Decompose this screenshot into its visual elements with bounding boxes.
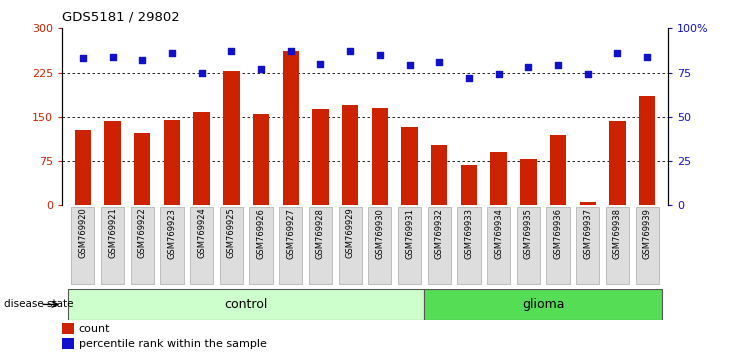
Bar [424,289,662,320]
Text: GSM769937: GSM769937 [583,208,592,259]
Bar [62,338,74,349]
Bar [520,159,537,205]
Point [107,54,118,59]
Text: disease state: disease state [4,299,73,309]
Text: GSM769929: GSM769929 [345,208,355,258]
Text: GSM769938: GSM769938 [613,208,622,259]
Text: GSM769933: GSM769933 [464,208,474,259]
FancyBboxPatch shape [131,207,154,284]
Point [523,64,534,70]
Bar [283,51,299,205]
Text: GSM769934: GSM769934 [494,208,503,258]
FancyBboxPatch shape [339,207,362,284]
Bar [68,289,424,320]
Text: GSM769925: GSM769925 [227,208,236,258]
Point [166,50,178,56]
Text: percentile rank within the sample: percentile rank within the sample [79,339,266,349]
Text: GDS5181 / 29802: GDS5181 / 29802 [62,11,180,24]
Point [552,63,564,68]
Point [196,70,207,75]
Bar [253,114,269,205]
FancyBboxPatch shape [398,207,421,284]
Bar [312,109,328,205]
Bar [193,112,210,205]
FancyBboxPatch shape [250,207,272,284]
Text: GSM769924: GSM769924 [197,208,206,258]
FancyBboxPatch shape [161,207,183,284]
FancyBboxPatch shape [101,207,124,284]
Bar [491,152,507,205]
Point [374,52,385,58]
Bar [342,105,358,205]
FancyBboxPatch shape [487,207,510,284]
FancyBboxPatch shape [309,207,332,284]
Point [315,61,326,67]
Text: GSM769930: GSM769930 [375,208,385,258]
Bar [639,96,656,205]
Bar [550,135,566,205]
FancyBboxPatch shape [576,207,599,284]
Bar [134,133,150,205]
Text: GSM769931: GSM769931 [405,208,414,258]
Point [285,48,296,54]
Bar [580,202,596,205]
FancyBboxPatch shape [636,207,658,284]
FancyBboxPatch shape [190,207,213,284]
Text: GSM769935: GSM769935 [524,208,533,258]
Text: GSM769920: GSM769920 [78,208,88,258]
Point [255,66,267,72]
Bar [62,324,74,334]
FancyBboxPatch shape [517,207,540,284]
Bar [372,108,388,205]
Bar [223,71,239,205]
Text: control: control [225,298,268,311]
Bar [431,144,447,205]
Text: GSM769939: GSM769939 [642,208,652,258]
Point [582,72,593,77]
Bar [104,121,120,205]
FancyBboxPatch shape [279,207,302,284]
Bar [610,121,626,205]
FancyBboxPatch shape [428,207,451,284]
Text: GSM769921: GSM769921 [108,208,117,258]
Point [345,48,356,54]
Point [463,75,474,81]
Point [434,59,445,65]
FancyBboxPatch shape [220,207,243,284]
FancyBboxPatch shape [606,207,629,284]
Point [77,56,88,61]
Point [493,72,504,77]
Text: GSM769923: GSM769923 [167,208,177,258]
Text: glioma: glioma [522,298,564,311]
Text: GSM769926: GSM769926 [256,208,266,258]
Point [642,54,653,59]
Text: GSM769936: GSM769936 [553,208,563,259]
Text: GSM769928: GSM769928 [316,208,325,258]
FancyBboxPatch shape [72,207,94,284]
Text: GSM769932: GSM769932 [435,208,444,258]
Text: GSM769927: GSM769927 [286,208,295,258]
FancyBboxPatch shape [368,207,391,284]
Text: GSM769922: GSM769922 [138,208,147,258]
Bar [402,127,418,205]
Point [612,50,623,56]
Text: count: count [79,324,110,334]
Bar [74,130,91,205]
Bar [461,165,477,205]
Bar [164,120,180,205]
Point [226,48,237,54]
FancyBboxPatch shape [458,207,480,284]
FancyBboxPatch shape [547,207,569,284]
Point [404,63,415,68]
Point [137,57,148,63]
